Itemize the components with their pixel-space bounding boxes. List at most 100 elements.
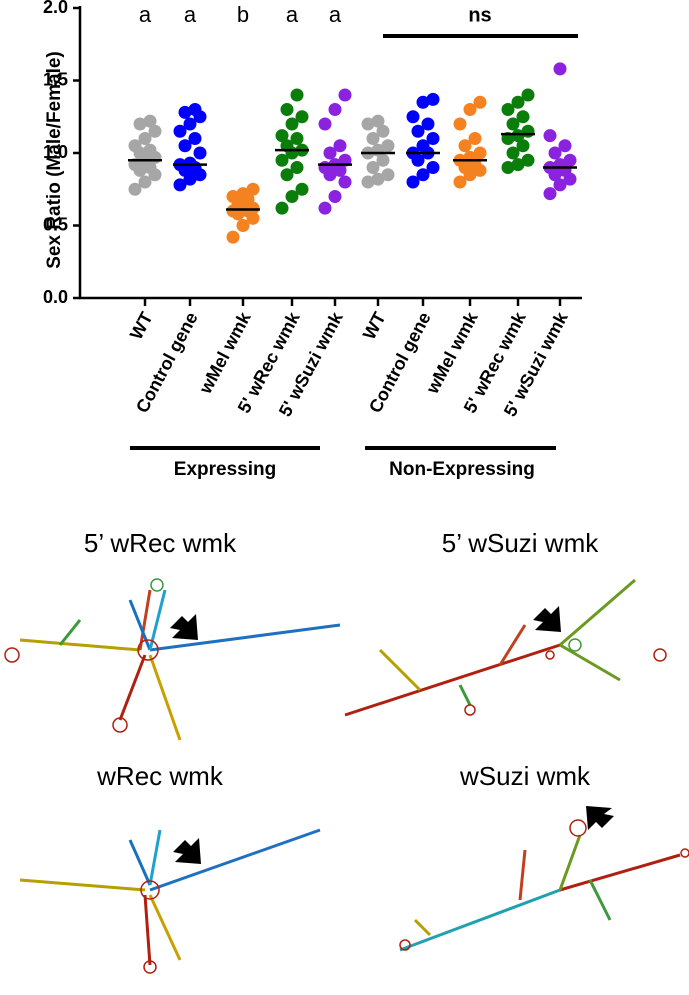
data-point (280, 103, 294, 116)
data-point (280, 168, 294, 182)
y-tick-label: 1.0 (43, 142, 68, 162)
data-point (333, 139, 347, 153)
data-point (143, 143, 157, 157)
data-point (226, 230, 240, 244)
data-point (338, 175, 352, 189)
data-point (511, 129, 525, 143)
data-point (376, 153, 390, 167)
data-point (411, 124, 425, 138)
data-point (521, 153, 535, 167)
data-point (521, 124, 535, 138)
group-label: Non-Expressing (389, 459, 535, 480)
data-point (501, 161, 515, 174)
data-point (318, 117, 332, 131)
significance-letter: a (329, 2, 342, 27)
data-point (236, 219, 250, 232)
x-tick-label: WT (126, 309, 157, 343)
data-point (133, 117, 147, 131)
data-point (148, 124, 162, 138)
structure-title: wSuzi wmk (459, 761, 591, 791)
data-point (416, 95, 430, 109)
data-point (290, 161, 304, 174)
data-point (473, 95, 487, 109)
data-point (183, 117, 197, 131)
group-label: Expressing (174, 459, 276, 480)
data-point (183, 156, 197, 170)
data-point (376, 124, 390, 138)
data-point (173, 178, 187, 192)
y-tick-label: 0.5 (43, 214, 68, 234)
data-point (188, 132, 202, 145)
data-point (275, 153, 289, 167)
data-point (361, 117, 375, 131)
data-point (381, 139, 395, 153)
significance-letter: a (184, 2, 197, 27)
data-point (361, 175, 375, 189)
data-point (128, 182, 142, 196)
data-point (501, 103, 515, 116)
significance-letter: a (139, 2, 152, 27)
data-point (511, 95, 525, 109)
data-point (193, 146, 207, 160)
data-point (236, 187, 250, 201)
data-point (295, 110, 309, 124)
data-point (563, 153, 577, 167)
x-tick-label: WT (359, 309, 390, 343)
data-point (173, 124, 187, 138)
data-point (543, 187, 557, 201)
data-point (553, 62, 567, 76)
data-point (406, 110, 420, 124)
structure-title: 5’ wSuzi wmk (442, 528, 600, 558)
data-point (458, 139, 472, 153)
data-point (506, 117, 520, 131)
significance-letter: b (237, 2, 249, 27)
structure-title: wRec wmk (96, 761, 224, 791)
data-point (246, 182, 260, 196)
y-tick-label: 2.0 (43, 0, 68, 17)
data-point (275, 201, 289, 215)
data-point (473, 146, 487, 160)
data-point (188, 103, 202, 116)
data-point (366, 132, 380, 145)
data-point (463, 103, 477, 116)
data-point (381, 168, 395, 182)
rna-structure (4, 578, 689, 974)
data-point (521, 88, 535, 102)
y-tick-label: 1.5 (43, 69, 68, 89)
data-point (516, 110, 530, 124)
data-point (543, 129, 557, 143)
data-point (421, 117, 435, 131)
data-point (548, 146, 562, 160)
data-point (178, 139, 192, 153)
data-point (426, 161, 440, 174)
data-point (516, 139, 530, 153)
data-point (328, 103, 342, 116)
y-axis-label: Sex Ratio (Male/Female) (44, 51, 65, 269)
data-point (453, 117, 467, 131)
data-point (468, 132, 482, 145)
data-point (553, 178, 567, 192)
data-point (323, 146, 337, 160)
data-point (426, 132, 440, 145)
data-point (406, 175, 420, 189)
data-point (328, 190, 342, 203)
data-point (416, 139, 430, 153)
data-point (285, 190, 299, 203)
data-point (416, 168, 430, 182)
data-point (138, 175, 152, 189)
significance-letter: a (286, 2, 299, 27)
data-point (290, 88, 304, 102)
data-point (295, 182, 309, 196)
data-point (318, 201, 332, 215)
data-point (338, 88, 352, 102)
data-point (511, 158, 525, 172)
data-point (558, 139, 572, 153)
data-point (366, 161, 380, 174)
arrow (170, 606, 614, 864)
data-point (285, 117, 299, 131)
data-point (178, 105, 192, 119)
y-tick-label: 0.0 (43, 287, 68, 307)
data-point (426, 92, 440, 106)
data-point (506, 146, 520, 160)
